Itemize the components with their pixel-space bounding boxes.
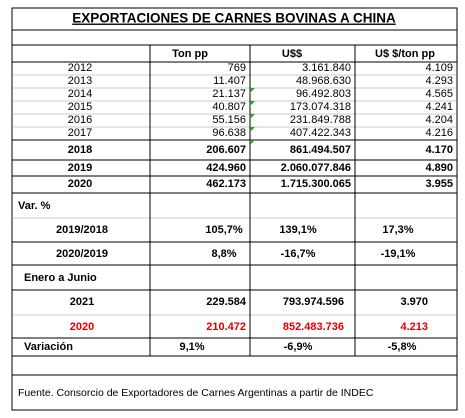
value-cell: 210.472	[206, 321, 246, 333]
value-cell: 96.638	[212, 127, 246, 139]
value-cell: 424.960	[206, 162, 246, 174]
value-cell: 21.137	[212, 88, 246, 100]
value-cell: 4.216	[425, 127, 453, 139]
percent-cell: 17,3%	[382, 224, 413, 236]
value-cell: 4.241	[425, 101, 453, 113]
value-cell: 4.170	[425, 144, 453, 156]
percent-cell: -19,1%	[381, 248, 416, 260]
value-cell: 48.968.630	[296, 75, 351, 87]
percent-cell: 139,1%	[279, 224, 317, 236]
year-cell: 2019	[68, 162, 92, 174]
value-cell: 173.074.318	[290, 101, 351, 113]
column-header: U$ $/ton pp	[375, 48, 435, 60]
value-cell: 4.109	[425, 62, 453, 74]
year-cell: 2015	[68, 101, 92, 113]
year-cell: 2016	[68, 114, 92, 126]
grid	[12, 29, 457, 376]
percent-cell: 8,8%	[211, 248, 236, 260]
percent-cell: -5,8%	[388, 341, 417, 353]
value-cell: 769	[228, 62, 246, 74]
period-cell: 2019/2018	[56, 224, 108, 236]
section-label: Enero a Junio	[24, 272, 97, 284]
percent-cell: -6,9%	[284, 341, 313, 353]
percent-cell: 9,1%	[179, 341, 204, 353]
value-cell: 4.293	[425, 75, 453, 87]
column-header: Ton pp	[172, 48, 208, 60]
value-cell: 11.407	[213, 75, 246, 87]
year-cell: 2017	[68, 127, 92, 139]
value-cell: 231.849.788	[290, 114, 351, 126]
year-cell: 2020	[68, 178, 92, 190]
value-cell: 3.955	[425, 178, 453, 190]
value-cell: 4.890	[425, 162, 453, 174]
table-title: EXPORTACIONES DE CARNES BOVINAS A CHINA	[72, 11, 396, 26]
value-cell: 407.422.343	[290, 127, 351, 139]
column-header: U$$	[282, 48, 302, 60]
value-cell: 793.974.596	[283, 296, 344, 308]
row-label: Variación	[24, 341, 73, 353]
value-cell: 55.156	[212, 114, 246, 126]
value-cell: 3.161.840	[302, 62, 351, 74]
year-cell: 2012	[68, 62, 92, 74]
value-cell: 2.060.077.846	[281, 162, 351, 174]
period-cell: 2020/2019	[56, 248, 108, 260]
source-note: Fuente. Consorcio de Exportadores de Car…	[18, 387, 374, 399]
value-cell: 4.213	[400, 321, 428, 333]
value-cell: 1.715.300.065	[281, 178, 351, 190]
value-cell: 229.584	[206, 296, 247, 308]
value-cell: 861.494.507	[290, 144, 351, 156]
year-cell: 2018	[68, 144, 92, 156]
value-cell: 852.483.736	[283, 321, 344, 333]
year-cell: 2021	[70, 296, 94, 308]
value-cell: 4.565	[425, 88, 453, 100]
year-cell: 2013	[68, 75, 92, 87]
cell-flags	[250, 88, 255, 145]
value-cell: 462.173	[206, 178, 246, 190]
value-cell: 206.607	[206, 144, 246, 156]
value-cell: 3.970	[400, 296, 428, 308]
year-cell: 2014	[68, 88, 92, 100]
percent-cell: 105,7%	[205, 224, 243, 236]
percent-cell: -16,7%	[281, 248, 316, 260]
year-cell: 2020	[70, 321, 94, 333]
value-cell: 4.204	[425, 114, 453, 126]
value-cell: 96.492.803	[296, 88, 351, 100]
value-cell: 40.807	[212, 101, 246, 113]
section-label: Var. %	[18, 200, 51, 212]
